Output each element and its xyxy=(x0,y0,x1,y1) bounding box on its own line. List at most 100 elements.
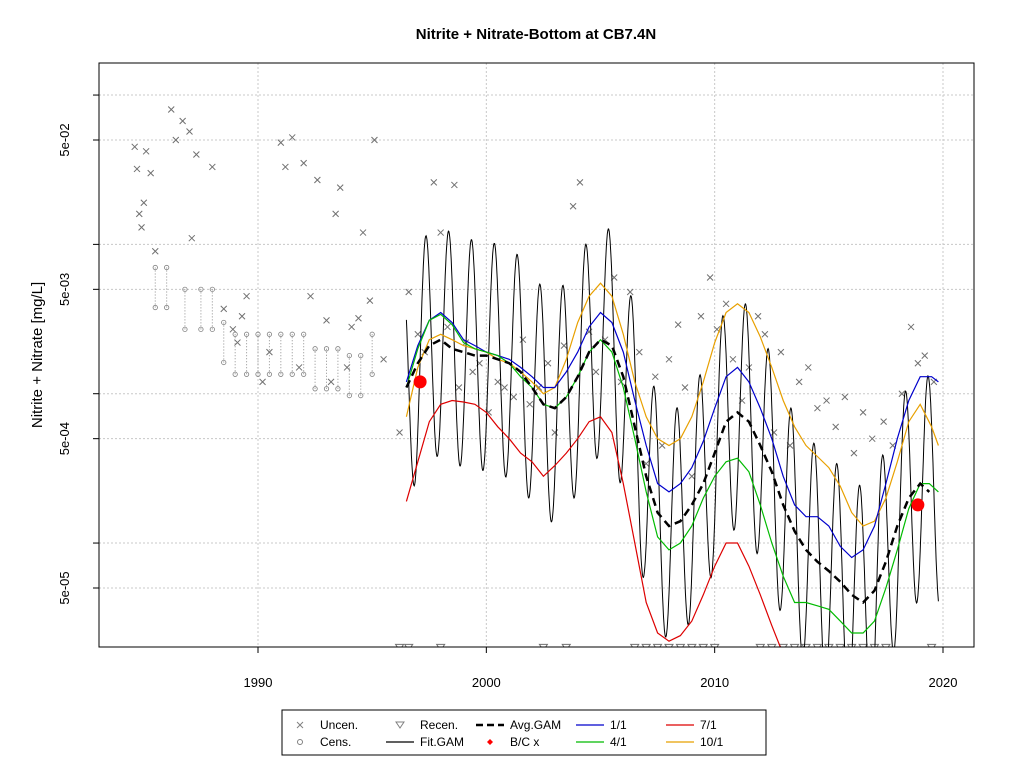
uncensored-point xyxy=(761,330,769,338)
recensored-point xyxy=(664,643,674,647)
uncensored-point xyxy=(229,325,237,333)
uncensored-point xyxy=(576,179,584,186)
uncensored-point xyxy=(288,134,296,141)
uncensored-point xyxy=(238,312,246,320)
censored-point xyxy=(255,371,261,377)
uncensored-point xyxy=(323,316,330,324)
censored-point xyxy=(182,286,188,292)
recensored-point xyxy=(641,643,652,647)
uncensored-point xyxy=(697,312,705,320)
uncensored-point xyxy=(626,288,634,296)
recensored-point xyxy=(403,643,414,647)
uncensored-point xyxy=(706,274,714,281)
avg-gam-line xyxy=(405,338,931,605)
censored-point xyxy=(255,331,261,337)
uncensored-point xyxy=(430,179,438,186)
uncensored-point xyxy=(551,429,559,436)
censored-point xyxy=(335,386,341,392)
uncensored-point xyxy=(366,297,374,304)
censored-point xyxy=(182,326,188,332)
legend-label: Cens. xyxy=(320,735,351,749)
uncensored-point xyxy=(327,378,335,386)
legend-item: 1/1 xyxy=(576,718,627,732)
uncensored-point xyxy=(823,397,830,404)
legend-item: Cens. xyxy=(297,735,351,749)
censored-point xyxy=(301,371,307,377)
uncensored-point xyxy=(795,378,803,386)
legend-label: 1/1 xyxy=(610,718,627,732)
legend-label: Uncen. xyxy=(320,718,358,732)
recensored-point xyxy=(858,643,869,647)
data-layer xyxy=(131,106,939,647)
bc-point xyxy=(413,375,427,389)
uncensored-point xyxy=(135,210,143,218)
censored-point xyxy=(266,331,273,337)
uncensored-point xyxy=(437,229,445,236)
recensored-point xyxy=(538,643,549,647)
uncensored-point xyxy=(754,312,762,320)
censored-point xyxy=(358,352,364,359)
uncensored-point xyxy=(451,181,458,189)
y-tick-label: 5e-02 xyxy=(57,123,72,156)
recensored-point xyxy=(766,643,777,647)
legend-label: 10/1 xyxy=(700,735,724,749)
uncensored-point xyxy=(455,384,463,391)
uncensored-point xyxy=(804,364,812,371)
censored-point xyxy=(358,392,364,399)
censored-point xyxy=(198,326,204,332)
uncensored-point xyxy=(396,429,403,436)
uncensored-point xyxy=(770,429,778,436)
uncensored-point xyxy=(140,199,148,207)
uncensored-point xyxy=(266,348,273,356)
uncensored-point xyxy=(300,159,308,167)
uncensored-point xyxy=(674,321,682,329)
censored-point xyxy=(301,331,307,337)
uncensored-point xyxy=(332,210,339,218)
recensored-point xyxy=(789,643,800,647)
uncensored-point xyxy=(179,117,187,125)
uncensored-point xyxy=(138,224,145,231)
uncensored-point xyxy=(414,330,422,338)
recensored-point xyxy=(686,643,697,647)
legend-item: Uncen. xyxy=(296,718,358,732)
uncensored-point xyxy=(336,184,344,191)
x-tick-label: 2020 xyxy=(929,675,958,690)
uncensored-point xyxy=(681,384,689,391)
uncensored-point xyxy=(722,300,730,308)
censored-point xyxy=(152,304,158,311)
censored-point xyxy=(243,331,250,337)
x-tick-label: 2010 xyxy=(700,675,729,690)
uncensored-point xyxy=(777,348,785,356)
legend-item: Recen. xyxy=(395,718,458,732)
uncensored-point xyxy=(348,323,355,331)
censored-point xyxy=(232,371,238,377)
uncensored-point xyxy=(277,139,285,147)
uncensored-point xyxy=(510,393,518,401)
censored-point xyxy=(289,331,295,337)
legend-item: Fit.GAM xyxy=(386,735,464,749)
uncensored-point xyxy=(850,449,858,457)
legend: Uncen. Recen. Avg.GAM 1/1 7/1 Cens. Fit.GAM B/C… xyxy=(281,709,767,756)
uncensored-point xyxy=(405,288,413,296)
censored-point xyxy=(369,371,375,377)
uncensored-point xyxy=(186,128,193,135)
uncensored-point xyxy=(592,368,600,376)
uncensored-point xyxy=(188,234,196,242)
plot-frame xyxy=(98,62,975,648)
recensored-point xyxy=(652,643,663,647)
uncensored-point xyxy=(469,368,476,376)
censored-point xyxy=(232,331,238,337)
censored-point xyxy=(209,286,215,292)
censored-point xyxy=(243,371,250,377)
uncensored-point xyxy=(560,342,568,349)
recensored-point xyxy=(394,643,405,647)
censored-point xyxy=(346,352,352,359)
uncensored-point xyxy=(343,364,351,371)
recensored-point xyxy=(709,643,720,647)
censored-point xyxy=(164,304,170,311)
censored-point xyxy=(221,359,227,366)
uncensored-point xyxy=(635,348,643,356)
uncensored-point xyxy=(208,163,216,171)
uncensored-point xyxy=(355,314,362,322)
uncensored-point xyxy=(243,292,250,300)
